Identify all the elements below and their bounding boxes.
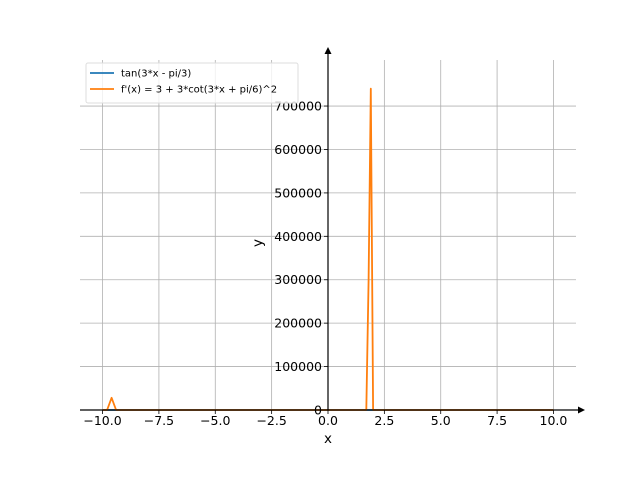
legend-label: f'(x) = 3 + 3*cot(3*x + pi/6)^2 xyxy=(121,85,277,96)
tick-labels: −10.0 −7.5 −5.0 −2.5 0.0 2.5 5.0 7.5 10.0 0 100000… xyxy=(83,99,567,428)
y-tick-label: 400000 xyxy=(274,229,322,244)
x-tick-label: 10.0 xyxy=(540,413,568,428)
y-tick-label: 100000 xyxy=(274,359,322,374)
x-tick-label: 5.0 xyxy=(431,413,451,428)
x-tick-label: 0.0 xyxy=(318,413,338,428)
y-tick-label: 600000 xyxy=(274,142,322,157)
x-tick-label: −2.5 xyxy=(256,413,286,428)
y-axis-arrow xyxy=(324,47,332,54)
legend: tan(3*x - pi/3) f'(x) = 3 + 3*cot(3*x + p… xyxy=(85,62,299,104)
x-tick-label: −5.0 xyxy=(200,413,230,428)
y-axis-label: y xyxy=(250,239,266,247)
y-tick-label: 200000 xyxy=(274,316,322,331)
y-tick-label: 300000 xyxy=(274,272,322,287)
y-tick-label: 500000 xyxy=(274,185,322,200)
x-axis-arrow xyxy=(578,406,585,414)
x-tick-label: −10.0 xyxy=(83,413,121,428)
y-tick-label: 0 xyxy=(314,403,322,418)
x-axis-label: x xyxy=(324,431,332,447)
x-tick-label: −7.5 xyxy=(144,413,174,428)
x-tick-label: 7.5 xyxy=(487,413,507,428)
x-tick-label: 2.5 xyxy=(374,413,394,428)
legend-box xyxy=(85,62,299,104)
legend-label: tan(3*x - pi/3) xyxy=(121,69,191,80)
axes xyxy=(80,47,585,414)
